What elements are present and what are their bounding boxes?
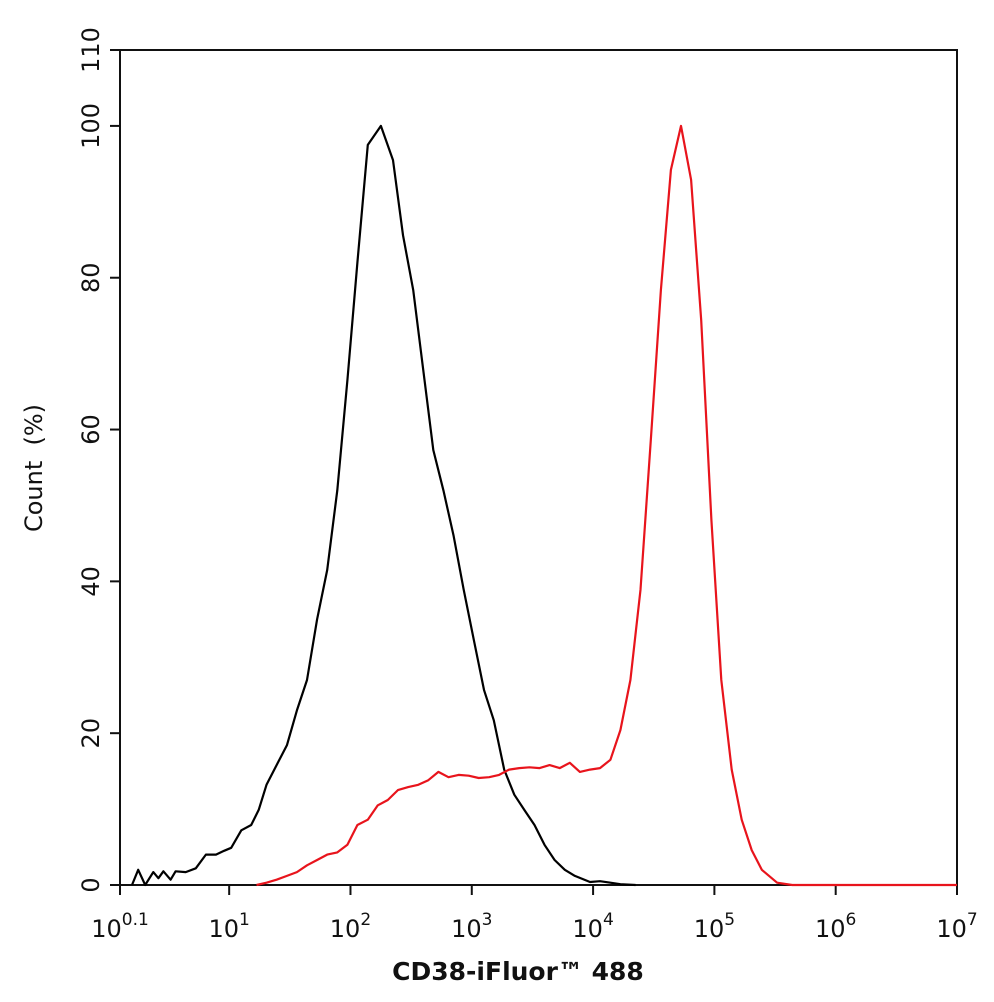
x-tick-exponent: 4: [603, 910, 614, 930]
x-tick-exponent: 0.1: [122, 910, 149, 930]
x-tick-base: 10: [451, 915, 482, 943]
x-tick-exponent: 5: [724, 910, 735, 930]
x-tick-exponent: 7: [967, 910, 978, 930]
x-tick-label: 106: [815, 910, 856, 943]
x-tick-exponent: 2: [360, 910, 371, 930]
x-tick-base: 10: [815, 915, 846, 943]
x-tick-base: 10: [694, 915, 725, 943]
histogram-line: [256, 124, 957, 887]
y-tick-label: 40: [77, 566, 105, 597]
x-tick-base: 10: [936, 915, 967, 943]
x-tick-label: 101: [208, 910, 249, 943]
y-tick-label: 60: [77, 414, 105, 445]
histogram-line: [130, 124, 636, 887]
y-axis-title: Count (%): [20, 404, 48, 532]
x-tick-label: 107: [936, 910, 977, 943]
y-tick-label: 0: [77, 877, 105, 892]
y-tick-label: 20: [77, 718, 105, 749]
x-tick-label: 104: [572, 910, 613, 943]
x-tick-label: 103: [451, 910, 492, 943]
x-axis-title: CD38-iFluor™ 488: [392, 957, 644, 986]
x-tick-exponent: 3: [482, 910, 493, 930]
y-tick-label: 80: [77, 262, 105, 293]
x-tick-exponent: 6: [846, 910, 857, 930]
x-tick-base: 10: [572, 915, 603, 943]
x-tick-label: 100.1: [91, 910, 149, 943]
x-tick-label: 102: [330, 910, 371, 943]
y-tick-label: 100: [77, 103, 105, 149]
x-tick-base: 10: [208, 915, 239, 943]
x-tick-base: 10: [91, 915, 122, 943]
x-tick-label: 105: [694, 910, 735, 943]
x-tick-base: 10: [330, 915, 361, 943]
x-tick-exponent: 1: [239, 910, 250, 930]
plot-frame: [119, 49, 958, 886]
y-tick-label: 110: [77, 27, 105, 73]
